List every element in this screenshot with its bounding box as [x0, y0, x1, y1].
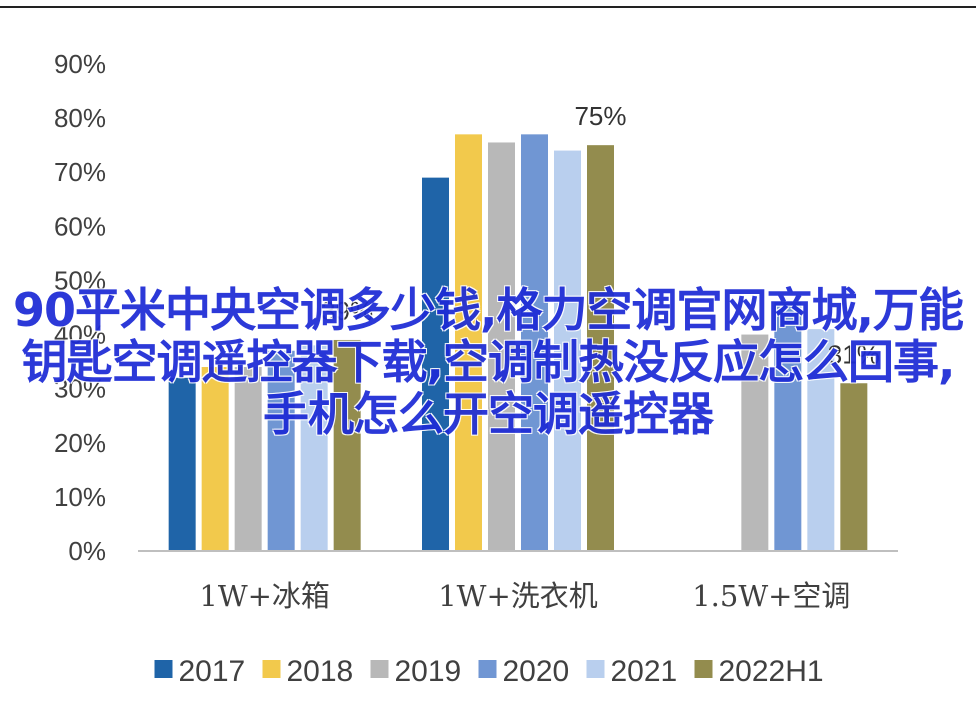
data-labels: 39% 75% 31%: [321, 101, 880, 369]
x-category-label: 1.5W+空调: [692, 579, 850, 613]
y-tick-label: 90%: [54, 49, 106, 79]
y-tick-label: 50%: [54, 265, 106, 295]
legend-swatch: [370, 660, 389, 678]
y-tick-label: 10%: [54, 482, 106, 512]
legend-swatch: [586, 660, 605, 678]
legend-label: 2020: [503, 655, 570, 688]
legend-swatch: [478, 660, 497, 678]
y-tick-label: 80%: [54, 103, 106, 133]
bar-2017-cat1: [422, 177, 449, 551]
bars: [168, 134, 868, 552]
bar-2021-cat1: [554, 150, 581, 552]
legend-swatch: [262, 660, 281, 678]
bar-2021-cat2: [807, 329, 835, 551]
top-rule: [0, 6, 976, 8]
data-label: 75%: [574, 101, 626, 131]
bar-2022h1-cat2: [840, 383, 868, 551]
legend-swatch: [154, 660, 173, 678]
bar-2018-cat0: [201, 367, 229, 551]
y-tick-label: 70%: [54, 157, 106, 187]
bar-2018-cat1: [455, 134, 482, 551]
x-category-label: 1W+洗衣机: [438, 579, 598, 613]
legend-label: 2019: [395, 655, 462, 688]
bar-2019-cat2: [741, 334, 769, 551]
legend-label: 2022H1: [719, 655, 824, 688]
y-tick-label: 0%: [68, 536, 106, 566]
x-category-label: 1W+冰箱: [199, 579, 330, 613]
data-label: 39%: [321, 296, 373, 326]
y-tick-label: 20%: [54, 428, 106, 458]
y-tick-label: 30%: [54, 374, 106, 404]
data-label: 31%: [828, 339, 880, 369]
x-axis-categories: 1W+冰箱 1W+洗衣机 1.5W+空调: [199, 579, 850, 613]
legend-label: 2021: [611, 655, 678, 688]
legend: 2017 2018 2019 2020 2021 2022H1: [154, 655, 824, 688]
y-tick-label: 40%: [54, 320, 106, 350]
bar-2020-cat1: [521, 134, 548, 551]
legend-label: 2018: [287, 655, 354, 688]
bar-2019-cat1: [488, 142, 515, 551]
bar-2021-cat0: [300, 345, 328, 551]
y-axis-ticks: 0% 10% 20% 30% 40% 50% 60% 70% 80% 90%: [54, 49, 106, 566]
y-tick-label: 60%: [54, 211, 106, 241]
bar-2022h1-cat0: [333, 339, 361, 551]
legend-label: 2017: [179, 655, 246, 688]
bar-2017-cat0: [168, 377, 196, 551]
bar-2019-cat0: [234, 367, 262, 551]
bar-2020-cat0: [267, 350, 295, 551]
legend-swatch: [694, 660, 713, 678]
bar-2020-cat2: [774, 302, 802, 551]
bar-2022h1-cat1: [587, 145, 614, 551]
